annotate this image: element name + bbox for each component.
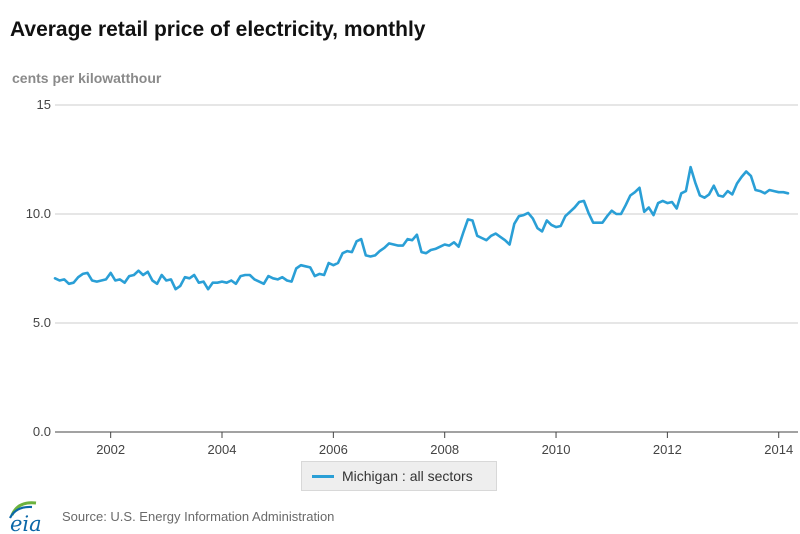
series-line [53,165,790,291]
series-layer [53,165,790,291]
legend-item-label: Michigan : all sectors [342,468,473,484]
grid-lines [55,104,798,324]
chart-title: Average retail price of electricity, mon… [10,18,426,41]
y-tick-label: 0.0 [33,424,51,439]
y-axis-tick-labels: 0.0 5.0 10.0 15 [26,97,51,439]
source-note: Source: U.S. Energy Information Administ… [62,509,335,524]
x-tick-label: 2002 [96,442,125,457]
x-tick-label: 2012 [653,442,682,457]
x-tick-label: 2014 [764,442,793,457]
x-tick-label: 2010 [542,442,571,457]
y-tick-label: 10.0 [26,206,51,221]
legend[interactable]: Michigan : all sectors [301,461,497,491]
eia-logo-icon: eia [9,501,42,534]
x-tick-label: 2006 [319,442,348,457]
y-axis-unit-label: cents per kilowatthour [12,70,162,86]
x-tick-label: 2008 [430,442,459,457]
x-tick-label: 2004 [208,442,237,457]
y-tick-label: 15 [37,97,51,112]
legend-swatch-icon [312,474,334,478]
x-axis [55,431,798,438]
footer: eia [6,498,52,534]
eia-logo-text: eia [10,512,42,534]
y-tick-label: 5.0 [33,315,51,330]
x-axis-tick-labels: 2002 2004 2006 2008 2010 2012 2014 [96,442,793,457]
